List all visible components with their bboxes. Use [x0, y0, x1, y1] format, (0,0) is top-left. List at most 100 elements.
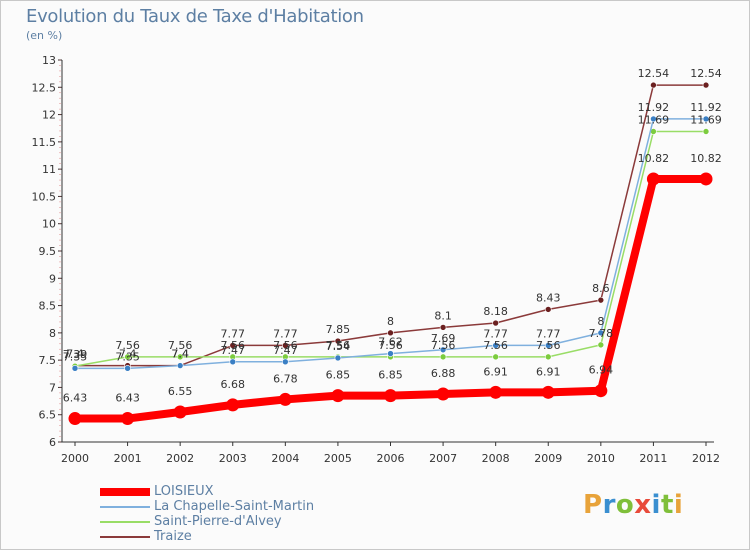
y-tick-label: 6 [49, 436, 56, 449]
data-label: 6.43 [63, 392, 88, 405]
data-point [278, 392, 292, 406]
y-tick-label: 8.5 [39, 300, 57, 313]
data-point [384, 389, 397, 403]
data-label: 7.4 [119, 348, 137, 361]
data-point [597, 296, 605, 304]
data-label: 7.56 [378, 339, 403, 352]
y-tick-label: 7 [49, 381, 56, 394]
data-point [331, 389, 345, 403]
data-point [68, 412, 82, 426]
data-label: 6.55 [168, 385, 193, 398]
x-tick-label: 2001 [114, 452, 142, 465]
legend-swatch [100, 506, 150, 508]
x-tick-label: 2004 [271, 452, 299, 465]
data-point [229, 342, 237, 349]
data-label: 6.85 [326, 369, 351, 382]
data-point [282, 358, 289, 366]
y-tick-label: 10 [42, 218, 56, 231]
data-label: 12.54 [690, 67, 722, 80]
y-tick-label: 11.5 [32, 136, 57, 149]
legend-item-saint-pierre-d-alvey: Saint-Pierre-d'Alvey [100, 514, 420, 529]
data-point [229, 358, 237, 366]
y-tick-label: 12.5 [32, 81, 57, 94]
proxiti-logo: Proxiti [583, 490, 683, 520]
data-point [387, 350, 394, 357]
data-point [650, 81, 657, 89]
data-label: 8.43 [536, 291, 561, 304]
x-tick-label: 2005 [324, 452, 352, 465]
data-label: 7.77 [273, 327, 298, 340]
data-point [439, 324, 447, 331]
data-point [492, 319, 499, 327]
data-label: 7.62 [378, 336, 403, 349]
data-label: 7.56 [221, 339, 246, 352]
data-label: 6.94 [589, 364, 614, 377]
data-label: 7.54 [326, 340, 351, 353]
data-label: 7.56 [431, 339, 456, 352]
data-label: 8.1 [434, 309, 452, 322]
data-label: 7.4 [171, 348, 189, 361]
legend-item-la-chapelle-saint-martin: La Chapelle-Saint-Martin [100, 499, 420, 514]
data-point [702, 81, 710, 89]
data-point [597, 329, 605, 337]
legend-label: Saint-Pierre-d'Alvey [154, 514, 282, 529]
data-point [121, 412, 135, 426]
data-point [646, 172, 660, 186]
legend-label: LOISIEUX [154, 484, 214, 499]
data-label: 7.77 [483, 327, 508, 340]
data-point [492, 342, 499, 349]
x-tick-label: 2000 [61, 452, 89, 465]
data-label: 11.92 [638, 101, 670, 114]
x-tick-label: 2010 [587, 452, 615, 465]
data-label: 7.47 [273, 344, 298, 357]
legend: LOISIEUX La Chapelle-Saint-Martin Saint-… [100, 484, 420, 544]
data-point [544, 342, 552, 349]
x-tick-label: 2009 [534, 452, 562, 465]
data-point [544, 353, 552, 361]
data-label: 10.82 [638, 152, 670, 165]
unit-label: (en %) [26, 29, 63, 42]
data-label: 8.6 [592, 282, 610, 295]
y-tick-label: 9.5 [39, 245, 57, 258]
chart-title: Evolution du Taux de Taxe d'Habitation [26, 6, 364, 27]
data-label: 7.77 [221, 327, 246, 340]
data-point [489, 385, 503, 399]
data-point [544, 306, 552, 313]
x-tick-label: 2003 [219, 452, 247, 465]
data-point [334, 354, 342, 362]
y-tick-label: 6.5 [39, 409, 57, 422]
data-point [702, 128, 710, 135]
data-label: 7.56 [483, 339, 508, 352]
data-label: 7.47 [221, 344, 246, 357]
data-label: 7.56 [273, 339, 298, 352]
legend-label: Traize [154, 529, 192, 544]
data-label: 11.69 [690, 113, 722, 126]
data-label: 7.56 [326, 339, 351, 352]
data-label: 6.91 [483, 365, 508, 378]
y-tick-label: 10.5 [32, 190, 57, 203]
data-label: 8.18 [483, 305, 508, 318]
data-label: 6.91 [536, 365, 561, 378]
data-label: 11.92 [690, 101, 722, 114]
data-label: 7.69 [431, 332, 456, 345]
logo-letter: i [673, 490, 684, 520]
data-label: 7.4 [66, 348, 84, 361]
data-point [594, 384, 608, 398]
data-label: 10.82 [690, 152, 722, 165]
y-tick-label: 9 [49, 272, 56, 285]
y-tick-label: 7.5 [39, 354, 57, 367]
y-tick-label: 8 [49, 327, 56, 340]
data-label: 7.56 [536, 339, 561, 352]
data-label: 8 [597, 315, 604, 328]
data-point [436, 387, 450, 401]
data-point [702, 115, 710, 123]
data-point [492, 353, 499, 361]
data-label: 8 [387, 315, 394, 328]
legend-label: La Chapelle-Saint-Martin [154, 499, 315, 514]
logo-letter: P [583, 490, 603, 520]
data-point [334, 337, 342, 345]
data-point [124, 353, 131, 361]
legend-item-traize: Traize [100, 529, 420, 544]
data-label: 7.56 [168, 339, 193, 352]
